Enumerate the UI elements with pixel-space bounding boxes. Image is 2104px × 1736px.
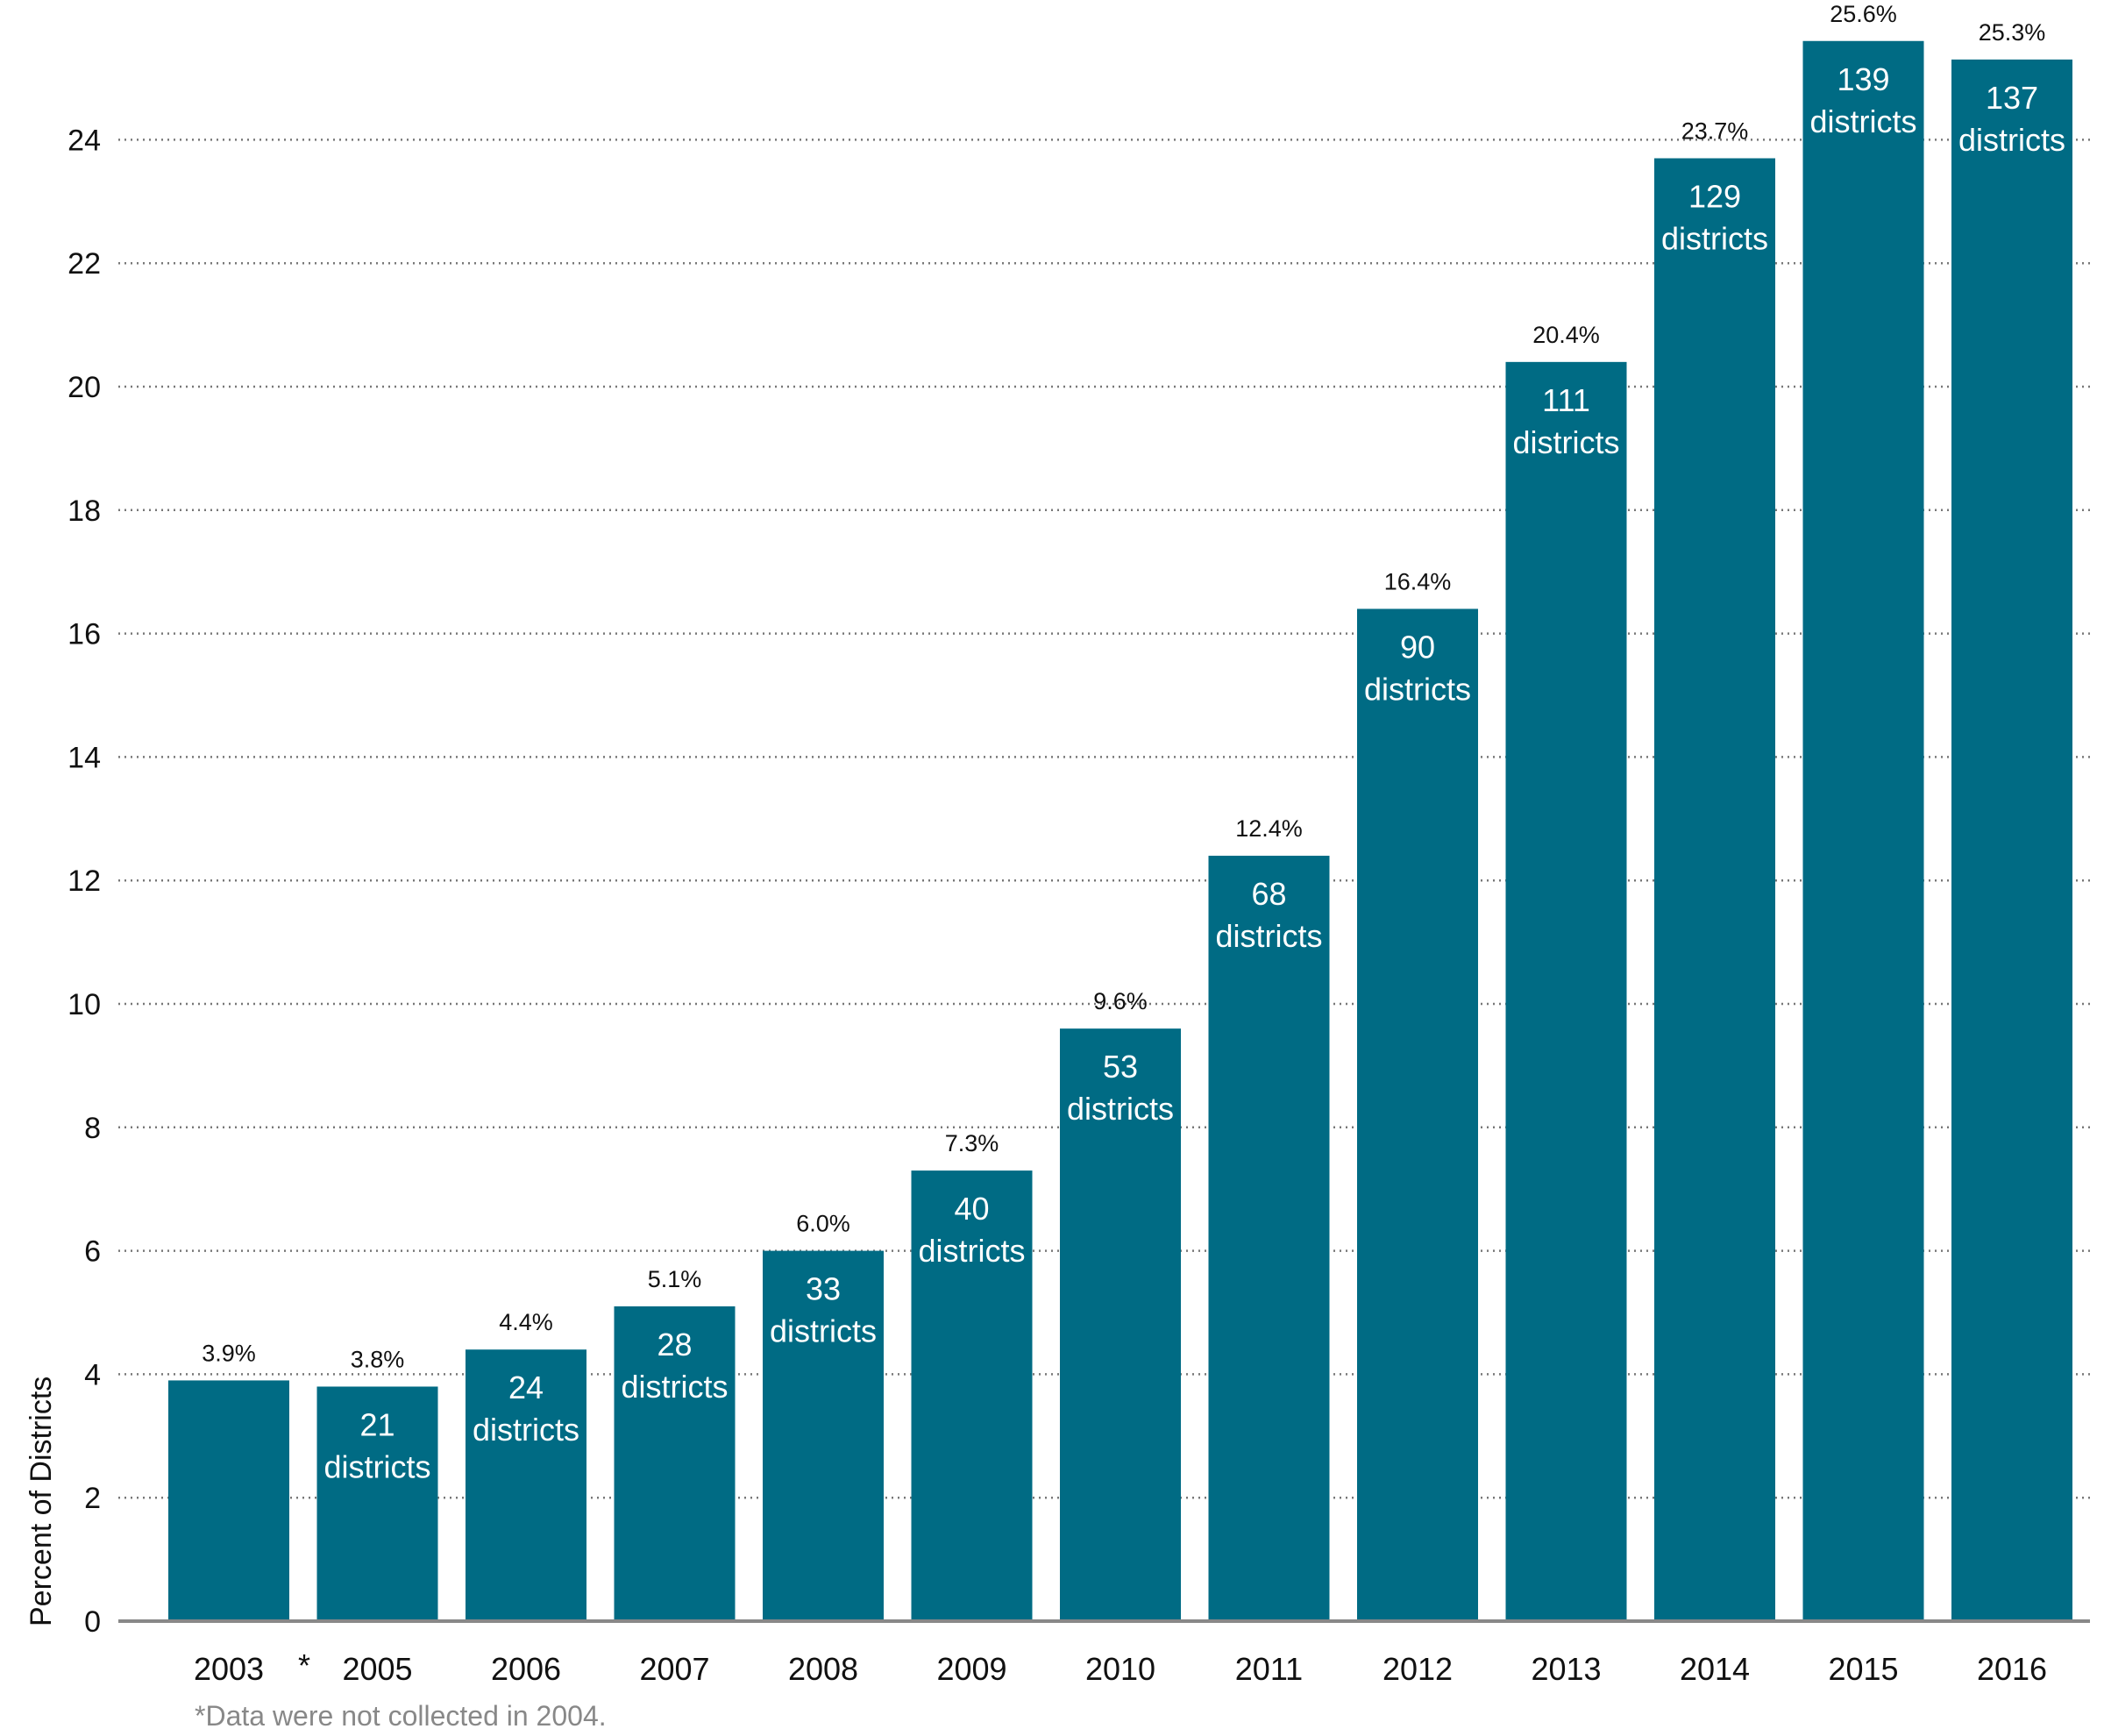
district-count: 40 [954,1191,989,1227]
value-label: 23.7% [1681,118,1749,145]
x-tick-label: 2016 [1977,1651,2047,1687]
bar-2008 [763,1250,884,1621]
y-tick-label: 14 [68,741,101,774]
x-tick-label: 2005 [342,1651,412,1687]
value-label: 9.6% [1093,988,1148,1014]
value-label: 4.4% [499,1309,553,1335]
district-count: 33 [806,1271,841,1307]
district-count: 68 [1251,876,1286,912]
bar-2014 [1654,158,1775,1621]
x-tick-label: 2015 [1828,1651,1898,1687]
x-tick-label: 2013 [1531,1651,1601,1687]
x-tick-label: 2014 [1680,1651,1750,1687]
district-unit: districts [473,1412,579,1448]
bar-2009 [911,1170,1033,1621]
district-unit: districts [1215,918,1322,954]
district-count: 129 [1688,179,1741,215]
district-unit: districts [918,1233,1025,1269]
bar-2013 [1505,361,1627,1622]
y-tick-label: 8 [84,1112,101,1145]
x-tick-label: 2007 [639,1651,709,1687]
district-unit: districts [1661,221,1768,257]
y-tick-label: 6 [84,1235,101,1269]
district-count: 137 [1986,80,2038,116]
missing-year-marker: * [298,1647,310,1683]
x-tick-label: 2003 [194,1651,264,1687]
value-label: 6.0% [796,1211,850,1237]
value-label: 5.1% [648,1266,702,1292]
value-label: 3.8% [351,1346,405,1372]
district-unit: districts [621,1369,728,1405]
value-label: 3.9% [202,1340,256,1366]
district-unit: districts [1512,424,1619,460]
district-count: 21 [359,1406,394,1442]
y-tick-label: 10 [68,988,101,1021]
value-label: 7.3% [945,1130,999,1156]
bar-2003 [168,1380,289,1621]
footnote: *Data were not collected in 2004. [195,1700,607,1732]
value-label: 20.4% [1532,322,1600,348]
x-tick-label: 2010 [1085,1651,1155,1687]
y-tick-label: 18 [68,494,101,528]
district-count: 111 [1542,382,1590,418]
bar-2011 [1208,856,1330,1621]
value-label: 12.4% [1235,815,1303,842]
y-tick-label: 16 [68,618,101,651]
bar-2010 [1060,1028,1181,1621]
district-unit: districts [1809,103,1916,139]
value-label: 25.3% [1979,19,2046,46]
district-unit: districts [1364,671,1471,707]
bar-2015 [1802,40,1924,1621]
x-tick-label: 2012 [1383,1651,1453,1687]
x-tick-label: 2008 [788,1651,858,1687]
value-label: 16.4% [1384,568,1452,594]
district-unit: districts [1958,122,2065,158]
y-tick-label: 4 [84,1358,101,1391]
y-axis-title: Percent of Districts [25,1377,58,1626]
district-count: 90 [1400,629,1435,665]
bar-2005 [316,1386,438,1621]
y-tick-label: 22 [68,247,101,281]
bars: 3.9% 3.8% 21 districts 4.4% 24 districts 5.1% 28… [168,1,2072,1622]
x-tick-label: 2006 [491,1651,561,1687]
value-label: 25.6% [1830,1,1897,27]
district-unit: districts [770,1313,877,1349]
y-tick-label: 20 [68,371,101,404]
bar-2012 [1357,608,1478,1622]
x-axis-labels: 2003 2005 2006 2007 2008 2009 2010 2011 2012 2013… [194,1651,2047,1687]
y-tick-label: 12 [68,864,101,898]
district-count: 28 [657,1327,692,1362]
district-unit: districts [323,1448,430,1484]
district-unit: districts [1067,1091,1174,1127]
district-count: 53 [1103,1049,1138,1085]
y-tick-label: 24 [68,124,101,157]
bar-2007 [614,1306,736,1621]
district-count: 139 [1837,61,1889,97]
bar-2006 [466,1349,586,1621]
x-tick-label: 2011 [1235,1651,1303,1687]
y-tick-label: 2 [84,1482,101,1515]
x-tick-label: 2009 [936,1651,1006,1687]
y-tick-label: 0 [84,1605,101,1639]
district-count: 24 [508,1370,544,1405]
bar-2016 [1951,59,2072,1621]
